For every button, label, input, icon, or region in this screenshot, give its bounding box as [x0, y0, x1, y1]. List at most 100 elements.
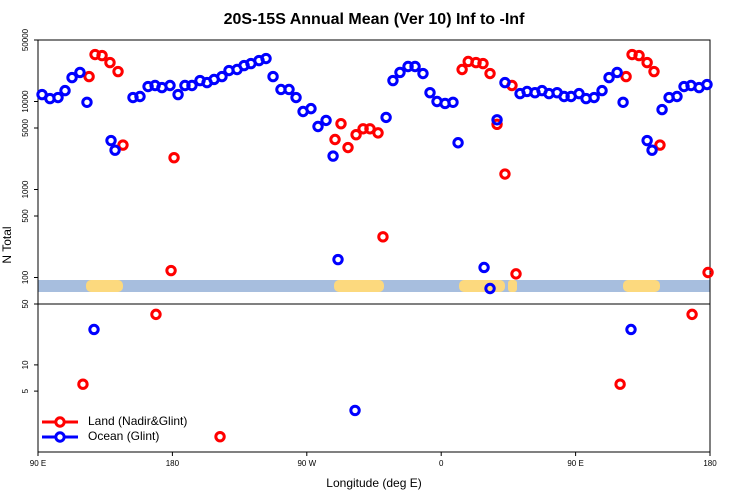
- y-tick-label: 10: [21, 360, 30, 369]
- x-tick-label: 180: [703, 459, 717, 468]
- point: [611, 66, 623, 79]
- point: [617, 96, 629, 108]
- x-tick-label: 90 E: [30, 459, 46, 468]
- point: [59, 84, 71, 97]
- legend-label: Ocean (Glint): [88, 429, 159, 443]
- point: [641, 56, 653, 69]
- point: [484, 282, 496, 295]
- point: [267, 70, 279, 83]
- point: [214, 430, 226, 443]
- point: [134, 90, 146, 103]
- point: [186, 79, 198, 92]
- y-tick-label: 1000: [21, 180, 30, 198]
- point: [424, 86, 436, 99]
- point: [499, 76, 511, 89]
- point: [172, 88, 184, 101]
- point: [499, 168, 511, 180]
- x-axis-label: Longitude (deg E): [326, 476, 421, 490]
- point: [350, 128, 362, 141]
- point: [633, 49, 645, 62]
- point: [216, 70, 228, 83]
- point: [332, 253, 344, 266]
- point: [573, 87, 585, 100]
- point: [648, 65, 660, 78]
- point: [320, 114, 332, 127]
- point: [510, 268, 522, 280]
- point: [588, 91, 600, 104]
- y-tick-label: 500: [21, 209, 30, 223]
- point: [112, 65, 124, 78]
- y-tick-label: 10000: [21, 90, 30, 113]
- point: [283, 83, 295, 96]
- point: [478, 261, 490, 274]
- point: [117, 139, 129, 151]
- point: [484, 67, 496, 80]
- point: [81, 96, 93, 108]
- point: [417, 67, 429, 80]
- surface-strip: [38, 280, 710, 292]
- chart-title: 20S-15S Annual Mean (Ver 10) Inf to -Inf: [224, 11, 525, 28]
- point: [77, 378, 89, 390]
- point: [66, 71, 78, 84]
- plot-frame: [37, 39, 711, 453]
- point: [52, 91, 64, 104]
- point: [305, 102, 317, 115]
- y-axis-label: N Total: [0, 226, 14, 263]
- point: [596, 84, 608, 97]
- point: [656, 103, 668, 116]
- point: [290, 91, 302, 104]
- point: [357, 123, 369, 135]
- point: [646, 144, 658, 156]
- point: [603, 71, 615, 84]
- point: [342, 141, 354, 154]
- point: [329, 133, 341, 146]
- legend-label: Land (Nadir&Glint): [88, 414, 187, 428]
- point: [654, 139, 666, 151]
- y-tick-label: 100: [21, 270, 30, 284]
- point: [447, 96, 459, 108]
- point: [380, 111, 392, 124]
- point: [701, 78, 713, 91]
- point: [83, 70, 95, 83]
- point: [168, 151, 180, 164]
- y-tick-label: 50000: [21, 28, 30, 51]
- legend-marker: [54, 431, 66, 443]
- x-tick-label: 90 W: [297, 459, 316, 468]
- x-tick-label: 180: [166, 459, 180, 468]
- point: [109, 144, 121, 156]
- point: [260, 52, 272, 65]
- point: [164, 79, 176, 92]
- x-tick-label: 90 E: [567, 459, 583, 468]
- point: [686, 308, 698, 321]
- point: [349, 404, 361, 417]
- x-tick-label: 0: [439, 459, 444, 468]
- point: [641, 134, 653, 147]
- point: [477, 57, 489, 70]
- point: [702, 266, 714, 279]
- point: [409, 60, 421, 73]
- point: [165, 264, 177, 277]
- point: [372, 127, 384, 139]
- point: [620, 70, 632, 83]
- point: [105, 134, 117, 147]
- point: [387, 74, 399, 87]
- point: [625, 323, 637, 336]
- y-tick-label: 50: [21, 299, 30, 308]
- y-tick-label: 5: [21, 388, 30, 393]
- point: [335, 117, 347, 130]
- point: [456, 63, 468, 76]
- legend-marker: [54, 416, 66, 428]
- point: [312, 120, 324, 133]
- point: [88, 323, 100, 336]
- point: [491, 114, 503, 126]
- point: [327, 150, 339, 162]
- point: [394, 66, 406, 79]
- point: [452, 137, 464, 149]
- point: [377, 231, 389, 243]
- point: [104, 56, 116, 69]
- point: [491, 118, 503, 131]
- point: [671, 90, 683, 103]
- y-tick-label: 5000: [21, 119, 30, 137]
- point: [74, 66, 86, 79]
